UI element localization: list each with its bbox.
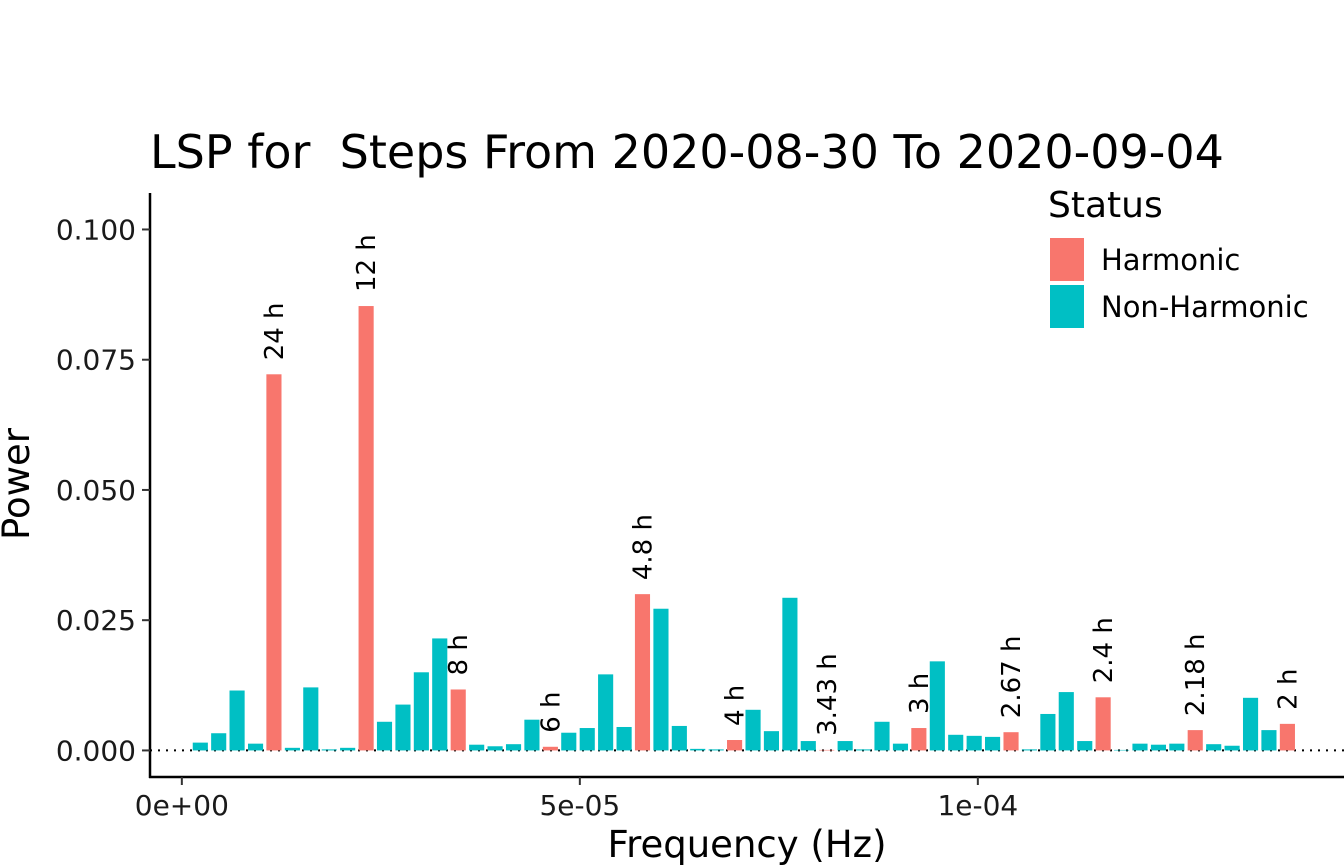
bar-non-harmonic-38 bbox=[892, 743, 909, 751]
x-axis-title: Frequency (Hz) bbox=[607, 823, 886, 865]
bar-non-harmonic-30 bbox=[745, 709, 761, 751]
bar-non-harmonic-8 bbox=[340, 747, 356, 751]
bar-non-harmonic-23 bbox=[616, 726, 632, 751]
bar-harmonic-39 bbox=[911, 728, 927, 751]
bar-non-harmonic-51 bbox=[1132, 743, 1148, 751]
bar-non-harmonic-5 bbox=[284, 747, 300, 751]
bar-non-harmonic-13 bbox=[432, 638, 448, 751]
bar-non-harmonic-56 bbox=[1224, 745, 1240, 751]
bar-non-harmonic-1 bbox=[211, 733, 227, 751]
bar-non-harmonic-12 bbox=[413, 672, 429, 751]
x-tick-label: 0e+00 bbox=[135, 789, 229, 822]
bar-label: 24 h bbox=[260, 302, 290, 360]
legend-label: Harmonic bbox=[1101, 243, 1240, 277]
legend-entries: Harmonic Non-Harmonic bbox=[1050, 238, 1309, 328]
bar-non-harmonic-47 bbox=[1058, 692, 1074, 751]
bar-label: 4 h bbox=[721, 685, 751, 726]
bar-non-harmonic-27 bbox=[690, 748, 706, 751]
bar-label: 3 h bbox=[905, 673, 935, 714]
bar-non-harmonic-26 bbox=[671, 725, 687, 751]
legend-title: Status bbox=[1048, 185, 1163, 226]
bar-non-harmonic-32 bbox=[782, 597, 798, 751]
bar-non-harmonic-42 bbox=[966, 735, 982, 751]
bar-harmonic-29 bbox=[727, 740, 743, 751]
bar-non-harmonic-25 bbox=[653, 608, 669, 751]
bar-non-harmonic-15 bbox=[469, 744, 485, 751]
bar-harmonic-54 bbox=[1187, 730, 1203, 751]
y-axis-title: Power bbox=[0, 427, 38, 540]
bar-harmonic-34 bbox=[819, 749, 835, 751]
bar-non-harmonic-48 bbox=[1077, 741, 1093, 751]
bar-non-harmonic-55 bbox=[1206, 744, 1222, 751]
bar-non-harmonic-17 bbox=[505, 744, 522, 751]
bar-non-harmonic-40 bbox=[929, 661, 945, 751]
bar-non-harmonic-0 bbox=[192, 742, 208, 751]
bar-harmonic-24 bbox=[634, 594, 651, 751]
bar-label: 8 h bbox=[444, 634, 474, 675]
bar-non-harmonic-10 bbox=[376, 721, 393, 751]
bar-harmonic-44 bbox=[1003, 732, 1019, 751]
bar-label: 2.4 h bbox=[1089, 617, 1119, 683]
bar-non-harmonic-33 bbox=[800, 741, 816, 751]
legend-key-harmonic bbox=[1050, 238, 1084, 281]
bar-non-harmonic-22 bbox=[598, 674, 614, 751]
legend-key-non-harmonic bbox=[1050, 285, 1084, 328]
bar-non-harmonic-18 bbox=[524, 719, 540, 751]
bar-non-harmonic-41 bbox=[948, 734, 964, 751]
x-tick-label: 1e-04 bbox=[937, 789, 1018, 822]
y-tick-label: 0.000 bbox=[56, 734, 136, 767]
bars-group bbox=[192, 306, 1295, 751]
bar-non-harmonic-35 bbox=[837, 741, 853, 751]
chart-title: LSP for Steps From 2020-08-30 To 2020-09… bbox=[150, 125, 1224, 179]
bar-harmonic-14 bbox=[450, 689, 466, 751]
y-tick-label: 0.025 bbox=[56, 604, 136, 637]
bar-harmonic-9 bbox=[358, 306, 374, 751]
bar-non-harmonic-57 bbox=[1242, 697, 1259, 751]
bar-non-harmonic-45 bbox=[1021, 749, 1037, 751]
bar-non-harmonic-6 bbox=[303, 687, 319, 751]
bar-non-harmonic-2 bbox=[229, 690, 245, 751]
bar-non-harmonic-28 bbox=[708, 749, 724, 751]
legend: Status Harmonic Non-Harmonic bbox=[1048, 185, 1309, 328]
bar-non-harmonic-58 bbox=[1261, 730, 1277, 751]
legend-label: Non-Harmonic bbox=[1101, 290, 1309, 324]
bar-non-harmonic-21 bbox=[579, 728, 595, 751]
bar-label: 2.67 h bbox=[997, 636, 1027, 719]
x-tick-label: 5e-05 bbox=[539, 789, 620, 822]
bar-non-harmonic-3 bbox=[247, 743, 264, 751]
bar-label: 2 h bbox=[1273, 669, 1303, 710]
bar-harmonic-49 bbox=[1095, 697, 1111, 751]
bar-non-harmonic-16 bbox=[487, 746, 503, 751]
bar-non-harmonic-37 bbox=[874, 721, 890, 751]
bar-labels-group: 24 h 12 h 8 h 6 h 4.8 h 4 h 3.43 h 3 h 2.67 h 2.4… bbox=[260, 234, 1303, 736]
y-tick-label: 0.075 bbox=[56, 344, 136, 377]
bar-label: 4.8 h bbox=[628, 514, 658, 580]
bar-label: 3.43 h bbox=[813, 653, 843, 736]
bar-non-harmonic-20 bbox=[561, 732, 577, 751]
y-tick-label: 0.100 bbox=[56, 213, 136, 246]
bar-non-harmonic-53 bbox=[1169, 743, 1185, 751]
bar-non-harmonic-31 bbox=[763, 731, 779, 751]
axes-group: 0.000 0.025 0.050 0.075 0.100 0e+00 5e-05 1e-04 bbox=[56, 193, 1344, 822]
bar-non-harmonic-50 bbox=[1114, 749, 1130, 751]
bar-non-harmonic-52 bbox=[1150, 744, 1167, 751]
bar-non-harmonic-43 bbox=[985, 736, 1001, 751]
bar-harmonic-59 bbox=[1279, 723, 1295, 751]
bar-label: 6 h bbox=[536, 691, 566, 732]
bar-harmonic-4 bbox=[266, 374, 282, 751]
bar-non-harmonic-36 bbox=[856, 749, 872, 751]
bar-label: 2.18 h bbox=[1181, 633, 1211, 716]
y-tick-label: 0.050 bbox=[56, 474, 136, 507]
bar-label: 12 h bbox=[352, 234, 382, 292]
bar-harmonic-19 bbox=[542, 746, 558, 751]
bar-non-harmonic-11 bbox=[395, 704, 411, 751]
bar-non-harmonic-46 bbox=[1040, 713, 1056, 751]
bar-non-harmonic-7 bbox=[321, 749, 337, 751]
